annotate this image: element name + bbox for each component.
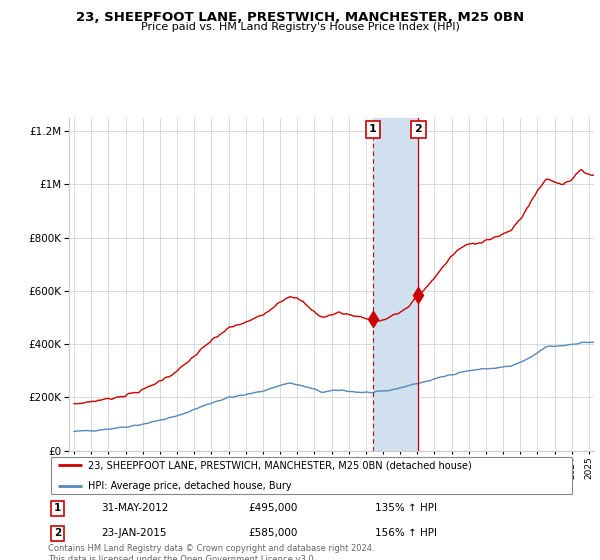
Text: 135% ↑ HPI: 135% ↑ HPI [376, 503, 437, 514]
Text: Contains HM Land Registry data © Crown copyright and database right 2024.
This d: Contains HM Land Registry data © Crown c… [48, 544, 374, 560]
Text: 23, SHEEPFOOT LANE, PRESTWICH, MANCHESTER, M25 0BN (detached house): 23, SHEEPFOOT LANE, PRESTWICH, MANCHESTE… [88, 460, 472, 470]
Text: 23, SHEEPFOOT LANE, PRESTWICH, MANCHESTER, M25 0BN: 23, SHEEPFOOT LANE, PRESTWICH, MANCHESTE… [76, 11, 524, 24]
Text: 1: 1 [369, 124, 377, 134]
Text: Price paid vs. HM Land Registry's House Price Index (HPI): Price paid vs. HM Land Registry's House … [140, 22, 460, 32]
Text: 1: 1 [54, 503, 61, 514]
Text: 2: 2 [54, 528, 61, 538]
Text: 23-JAN-2015: 23-JAN-2015 [101, 528, 166, 538]
Text: HPI: Average price, detached house, Bury: HPI: Average price, detached house, Bury [88, 480, 291, 491]
Text: £495,000: £495,000 [248, 503, 298, 514]
Text: 156% ↑ HPI: 156% ↑ HPI [376, 528, 437, 538]
Text: 31-MAY-2012: 31-MAY-2012 [101, 503, 168, 514]
Text: £585,000: £585,000 [248, 528, 298, 538]
FancyBboxPatch shape [50, 458, 572, 493]
Text: 2: 2 [415, 124, 422, 134]
Bar [373, 118, 418, 451]
